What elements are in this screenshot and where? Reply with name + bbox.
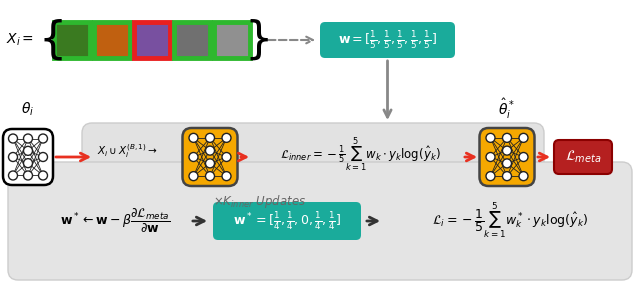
Circle shape — [222, 153, 231, 162]
Circle shape — [8, 171, 17, 180]
Text: $\mathcal{L}_{meta}$: $\mathcal{L}_{meta}$ — [565, 149, 601, 165]
Text: $\hat{\theta}_i^*$: $\hat{\theta}_i^*$ — [499, 97, 515, 121]
Circle shape — [24, 134, 33, 143]
Text: $\}$: $\}$ — [244, 18, 268, 62]
Circle shape — [38, 171, 47, 180]
FancyBboxPatch shape — [479, 128, 534, 186]
Circle shape — [502, 133, 511, 142]
FancyBboxPatch shape — [94, 22, 130, 58]
FancyBboxPatch shape — [214, 22, 250, 58]
Circle shape — [222, 172, 231, 181]
FancyBboxPatch shape — [82, 123, 544, 191]
FancyBboxPatch shape — [213, 202, 361, 240]
Circle shape — [502, 146, 511, 155]
FancyBboxPatch shape — [320, 22, 455, 58]
Text: $\theta_i$: $\theta_i$ — [21, 100, 35, 118]
Text: $\mathcal{L}_{inner} = -\frac{1}{5}\sum_{k=1}^{5} w_k \cdot y_k \log(\hat{y}_k)$: $\mathcal{L}_{inner} = -\frac{1}{5}\sum_… — [280, 136, 440, 174]
FancyBboxPatch shape — [3, 129, 53, 185]
Text: $X_i \cup X_i^{(B,1)} \rightarrow$: $X_i \cup X_i^{(B,1)} \rightarrow$ — [97, 142, 158, 160]
Circle shape — [205, 172, 214, 181]
Circle shape — [189, 153, 198, 162]
FancyBboxPatch shape — [182, 128, 237, 186]
Circle shape — [8, 134, 17, 143]
Circle shape — [222, 133, 231, 142]
Circle shape — [486, 172, 495, 181]
Text: $\times K_{inner}$ Updates: $\times K_{inner}$ Updates — [213, 192, 307, 209]
Circle shape — [205, 159, 214, 168]
Circle shape — [519, 153, 528, 162]
Circle shape — [502, 172, 511, 181]
Text: $\{$: $\{$ — [38, 18, 62, 62]
FancyBboxPatch shape — [134, 22, 170, 58]
Circle shape — [502, 159, 511, 168]
Circle shape — [38, 134, 47, 143]
Circle shape — [519, 172, 528, 181]
Circle shape — [189, 133, 198, 142]
Circle shape — [24, 171, 33, 180]
FancyBboxPatch shape — [54, 22, 90, 58]
FancyBboxPatch shape — [174, 22, 210, 58]
Circle shape — [38, 153, 47, 162]
Text: $\mathcal{L}_i = -\dfrac{1}{5}\sum_{k=1}^{5} w_k^* \cdot y_k \log(\hat{y}_k)$: $\mathcal{L}_i = -\dfrac{1}{5}\sum_{k=1}… — [432, 201, 588, 241]
Text: $X_i =$: $X_i =$ — [6, 32, 34, 48]
Circle shape — [205, 133, 214, 142]
FancyBboxPatch shape — [554, 140, 612, 174]
Circle shape — [486, 153, 495, 162]
Circle shape — [486, 133, 495, 142]
Circle shape — [24, 146, 33, 155]
FancyBboxPatch shape — [8, 162, 632, 280]
Circle shape — [8, 153, 17, 162]
Text: $\mathbf{w}^*=[\frac{1}{4},\frac{1}{4},0,\frac{1}{4},\frac{1}{4}]$: $\mathbf{w}^*=[\frac{1}{4},\frac{1}{4},0… — [233, 210, 341, 232]
Text: $\mathbf{w}=[\frac{1}{5},\frac{1}{5},\frac{1}{5},\frac{1}{5},\frac{1}{5}]$: $\mathbf{w}=[\frac{1}{5},\frac{1}{5},\fr… — [338, 29, 437, 51]
Circle shape — [519, 133, 528, 142]
Text: $\mathbf{w}^* \leftarrow \mathbf{w} - \beta\dfrac{\partial \mathcal{L}_{meta}}{\: $\mathbf{w}^* \leftarrow \mathbf{w} - \b… — [60, 207, 170, 235]
Circle shape — [205, 146, 214, 155]
Circle shape — [189, 172, 198, 181]
Circle shape — [24, 159, 33, 168]
